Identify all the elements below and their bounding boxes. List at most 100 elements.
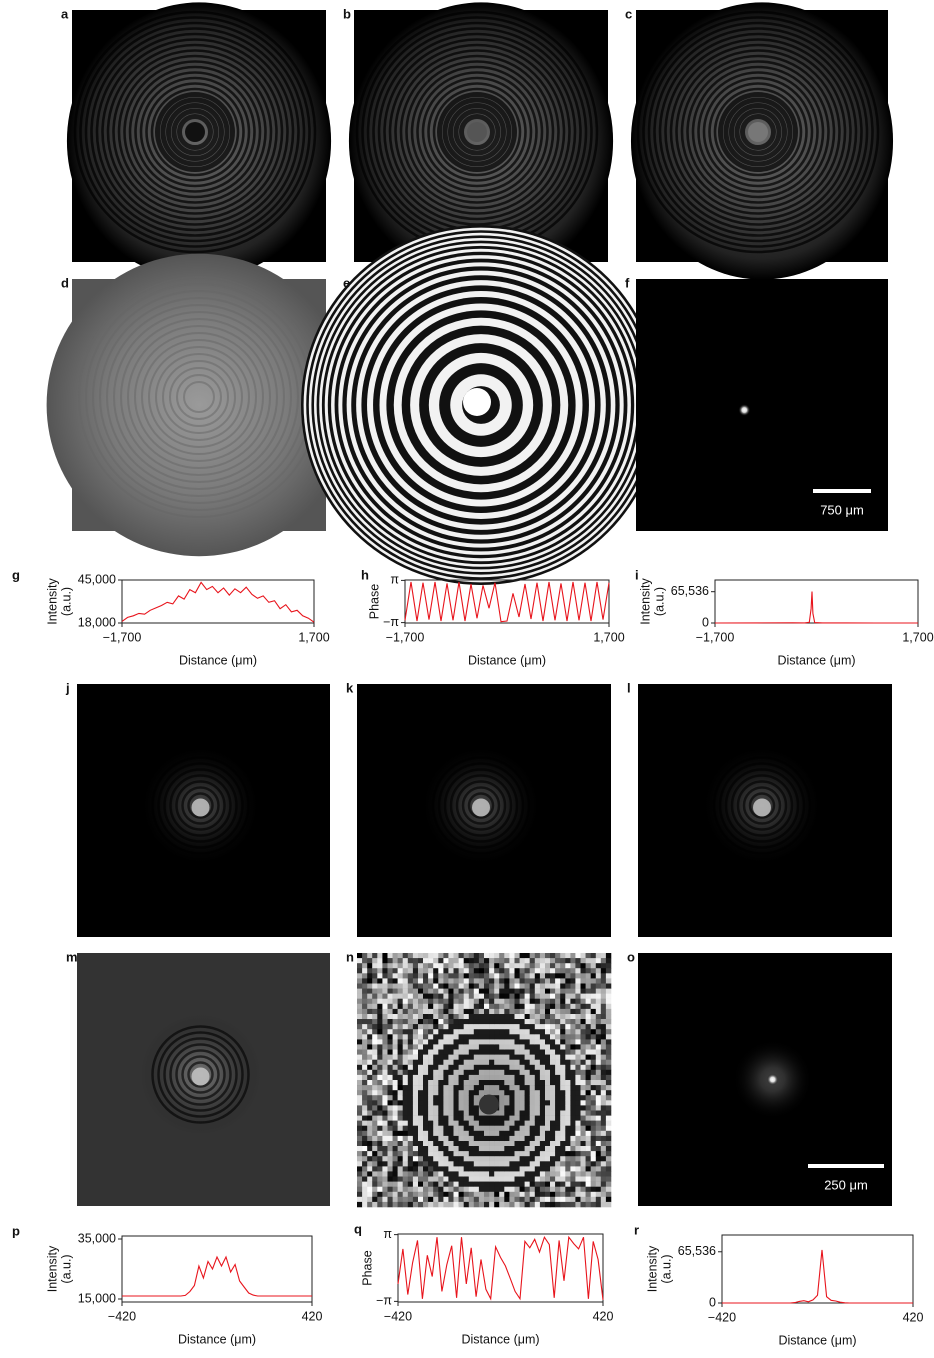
fringe bbox=[713, 87, 803, 177]
noise-pixel bbox=[458, 1100, 464, 1106]
noise-pixel bbox=[595, 1044, 602, 1050]
noise-pixel bbox=[402, 973, 409, 979]
noise-pixel bbox=[423, 1130, 429, 1137]
noise-pixel bbox=[504, 1019, 510, 1025]
noise-pixel bbox=[509, 988, 515, 994]
noise-pixel bbox=[382, 953, 388, 959]
noise-pixel bbox=[418, 1054, 424, 1060]
noise-pixel bbox=[458, 968, 464, 974]
noise-pixel bbox=[570, 978, 576, 984]
noise-pixel bbox=[514, 998, 520, 1005]
noise-pixel bbox=[448, 1120, 454, 1126]
panel-label: n bbox=[346, 949, 354, 964]
noise-pixel bbox=[524, 1085, 530, 1091]
noise-pixel bbox=[529, 1166, 536, 1172]
noise-pixel bbox=[418, 1090, 424, 1096]
noise-pixel bbox=[418, 1049, 424, 1055]
noise-pixel bbox=[595, 1069, 602, 1076]
noise-pixel bbox=[509, 1069, 515, 1076]
noise-pixel bbox=[448, 983, 454, 989]
noise-pixel bbox=[509, 1156, 515, 1162]
noise-pixel bbox=[519, 1019, 525, 1025]
noise-pixel bbox=[575, 1171, 581, 1177]
center bbox=[191, 798, 210, 817]
noise-pixel bbox=[407, 1110, 414, 1116]
x-tick-label: 1,700 bbox=[902, 630, 933, 644]
noise-pixel bbox=[458, 1161, 464, 1167]
noise-pixel bbox=[438, 983, 444, 989]
noise-pixel bbox=[478, 1191, 485, 1198]
noise-pixel bbox=[590, 963, 597, 969]
noise-pixel bbox=[605, 1024, 612, 1030]
noise-pixel bbox=[590, 1054, 597, 1060]
noise-pixel bbox=[473, 1186, 480, 1193]
noise-pixel bbox=[580, 1029, 586, 1035]
noise-pixel bbox=[499, 978, 505, 984]
noise-pixel bbox=[514, 1151, 520, 1157]
noise-pixel bbox=[377, 1130, 383, 1137]
noise-pixel bbox=[397, 1074, 403, 1081]
noise-pixel bbox=[407, 1191, 414, 1198]
noise-pixel bbox=[458, 988, 464, 994]
noise-pixel bbox=[529, 1054, 536, 1060]
noise-pixel bbox=[367, 988, 373, 994]
noise-pixel bbox=[595, 1019, 602, 1025]
noise-pixel bbox=[585, 1100, 591, 1106]
noise-pixel bbox=[550, 1130, 556, 1137]
noise-pixel bbox=[499, 1110, 505, 1116]
noise-pixel bbox=[407, 1090, 414, 1096]
noise-pixel bbox=[494, 1196, 500, 1203]
noise-pixel bbox=[560, 1044, 566, 1050]
noise-pixel bbox=[423, 1019, 429, 1025]
noise-pixel bbox=[494, 1039, 500, 1045]
noise-pixel bbox=[605, 1151, 612, 1157]
noise-pixel bbox=[539, 958, 546, 964]
noise-pixel bbox=[590, 953, 597, 959]
noise-pixel bbox=[550, 1196, 556, 1203]
noise-pixel bbox=[539, 1171, 546, 1177]
noise-pixel bbox=[453, 1100, 459, 1106]
noise-pixel bbox=[565, 1074, 571, 1081]
noise-pixel bbox=[362, 1074, 368, 1081]
noise-pixel bbox=[555, 983, 561, 989]
noise-pixel bbox=[453, 1201, 459, 1208]
noise-pixel bbox=[534, 1059, 541, 1066]
noise-pixel bbox=[534, 1090, 541, 1096]
noise-pixel bbox=[560, 1151, 566, 1157]
noise-pixel bbox=[362, 1130, 368, 1137]
noise-pixel bbox=[590, 1059, 597, 1066]
noise-pixel bbox=[407, 1135, 414, 1142]
noise-pixel bbox=[524, 1049, 530, 1055]
noise-pixel bbox=[473, 978, 480, 984]
noise-pixel bbox=[514, 1054, 520, 1060]
panel-label: e bbox=[343, 275, 350, 290]
noise-pixel bbox=[499, 1095, 505, 1101]
noise-pixel bbox=[453, 1095, 459, 1101]
fringe bbox=[175, 1049, 226, 1100]
noise-pixel bbox=[600, 998, 607, 1005]
noise-pixel bbox=[377, 1191, 383, 1198]
noise-pixel bbox=[458, 1191, 464, 1198]
noise-pixel bbox=[534, 1166, 541, 1172]
noise-pixel bbox=[534, 1135, 541, 1142]
noise-pixel bbox=[402, 1095, 409, 1101]
noise-pixel bbox=[463, 1024, 470, 1030]
noise-pixel bbox=[560, 1110, 566, 1116]
noise-pixel bbox=[407, 1151, 414, 1157]
noise-pixel bbox=[367, 1054, 373, 1060]
noise-pixel bbox=[539, 1186, 546, 1193]
scale-bar-label: 750 μm bbox=[820, 502, 864, 517]
noise-pixel bbox=[519, 1034, 525, 1040]
noise-pixel bbox=[529, 1008, 536, 1015]
noise-pixel bbox=[463, 1059, 470, 1066]
noise-pixel bbox=[468, 1059, 475, 1066]
noise-pixel bbox=[494, 1130, 500, 1137]
noise-pixel bbox=[458, 1166, 464, 1172]
noise-pixel bbox=[407, 1176, 414, 1182]
spot bbox=[766, 1073, 779, 1086]
noise-pixel bbox=[453, 1196, 459, 1203]
noise-pixel bbox=[600, 1049, 607, 1055]
noise-pixel bbox=[443, 1064, 449, 1071]
noise-pixel bbox=[494, 1120, 500, 1126]
noise-pixel bbox=[407, 983, 414, 989]
